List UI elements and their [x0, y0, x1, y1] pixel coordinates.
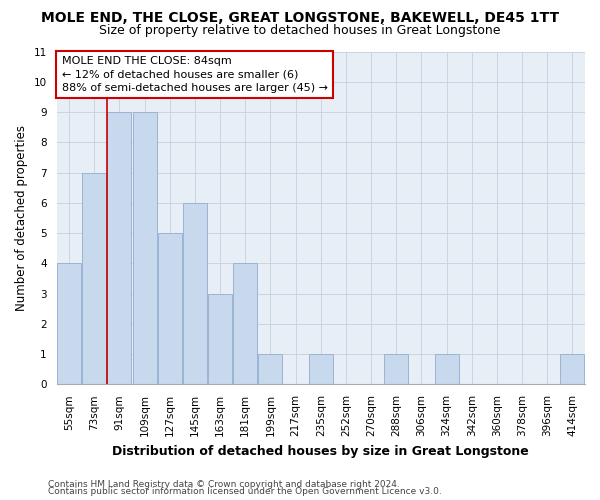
Bar — [233, 264, 257, 384]
Text: MOLE END THE CLOSE: 84sqm
← 12% of detached houses are smaller (6)
88% of semi-d: MOLE END THE CLOSE: 84sqm ← 12% of detac… — [62, 56, 328, 93]
Bar — [309, 354, 333, 384]
Y-axis label: Number of detached properties: Number of detached properties — [15, 125, 28, 311]
Bar — [133, 112, 157, 384]
Bar — [107, 112, 131, 384]
Bar — [259, 354, 283, 384]
Bar — [560, 354, 584, 384]
Bar — [82, 172, 106, 384]
Bar — [434, 354, 458, 384]
Text: MOLE END, THE CLOSE, GREAT LONGSTONE, BAKEWELL, DE45 1TT: MOLE END, THE CLOSE, GREAT LONGSTONE, BA… — [41, 12, 559, 26]
Text: Contains HM Land Registry data © Crown copyright and database right 2024.: Contains HM Land Registry data © Crown c… — [48, 480, 400, 489]
Bar — [385, 354, 408, 384]
Bar — [57, 264, 81, 384]
Bar — [183, 203, 207, 384]
Text: Contains public sector information licensed under the Open Government Licence v3: Contains public sector information licen… — [48, 487, 442, 496]
Bar — [208, 294, 232, 384]
X-axis label: Distribution of detached houses by size in Great Longstone: Distribution of detached houses by size … — [112, 444, 529, 458]
Bar — [158, 233, 182, 384]
Text: Size of property relative to detached houses in Great Longstone: Size of property relative to detached ho… — [99, 24, 501, 37]
